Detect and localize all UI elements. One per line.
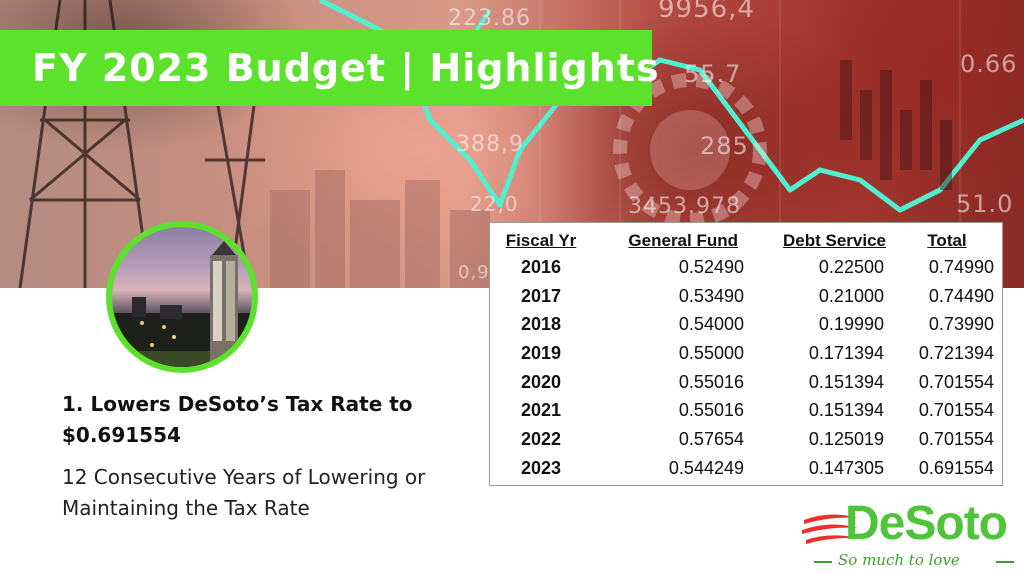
- bg-number: 55.7: [684, 60, 742, 88]
- cell-general-fund: 0.57654: [678, 428, 744, 449]
- header-general-fund: General Fund: [628, 231, 738, 250]
- cell-debt-service: 0.125019: [808, 428, 884, 449]
- cell-total: 0.701554: [918, 400, 994, 421]
- cell-year: 2017: [520, 285, 562, 306]
- cell-total: 0.701554: [918, 428, 994, 449]
- tagline-dash-left: [814, 561, 832, 563]
- finance-collage-graphic: [0, 0, 1024, 288]
- tax-rate-table: Fiscal Yr General Fund Debt Service Tota…: [489, 222, 1003, 486]
- cell-year: 2018: [520, 314, 562, 335]
- table-header-row: Fiscal Yr General Fund Debt Service Tota…: [490, 229, 1002, 253]
- tax-rate-grid: Fiscal Yr General Fund Debt Service Tota…: [490, 229, 1002, 483]
- header-total: Total: [927, 231, 967, 250]
- cell-total: 0.74490: [928, 285, 994, 306]
- cell-debt-service: 0.147305: [808, 457, 884, 478]
- bg-number: 9956,4: [658, 0, 755, 24]
- bg-number: 51.0: [956, 190, 1014, 218]
- bg-number: 22,0: [470, 192, 519, 216]
- cell-general-fund: 0.52490: [678, 256, 744, 277]
- title-banner: FY 2023 Budget | Highlights: [0, 30, 659, 106]
- header-fiscal-year: Fiscal Yr: [505, 231, 577, 250]
- bg-number: 223.86: [448, 6, 531, 31]
- bg-number: 285: [700, 132, 749, 160]
- cell-general-fund: 0.544249: [668, 457, 744, 478]
- cell-general-fund: 0.53490: [678, 285, 744, 306]
- highlight-heading: 1. Lowers DeSoto’s Tax Rate to $0.691554: [62, 392, 413, 447]
- page-title: FY 2023 Budget | Highlights: [32, 46, 660, 90]
- bg-number: 388,9: [456, 132, 524, 157]
- cell-general-fund: 0.55016: [678, 400, 744, 421]
- cell-debt-service: 0.22500: [818, 256, 884, 277]
- table-row: 2017 0.53490 0.21000 0.74490: [490, 282, 1002, 311]
- cell-debt-service: 0.171394: [808, 342, 884, 363]
- table-row: 2018 0.54000 0.19990 0.73990: [490, 310, 1002, 339]
- logo-wordmark: DeSoto: [845, 497, 1008, 550]
- cell-debt-service: 0.151394: [808, 400, 884, 421]
- cell-total: 0.74990: [928, 256, 994, 277]
- table-row: 2021 0.55016 0.151394 0.701554: [490, 396, 1002, 425]
- cell-total: 0.721394: [918, 342, 994, 363]
- logo-swoosh-icon: [802, 514, 858, 544]
- cell-general-fund: 0.55000: [678, 342, 744, 363]
- cell-total: 0.73990: [928, 314, 994, 335]
- bg-number: 3453.978: [628, 194, 741, 219]
- table-row: 2016 0.52490 0.22500 0.74990: [490, 253, 1002, 282]
- cell-year: 2022: [520, 428, 562, 449]
- cell-year: 2016: [520, 256, 562, 277]
- desoto-logo: DeSoto So much to love: [800, 496, 1024, 576]
- cell-total: 0.691554: [918, 457, 994, 478]
- cell-debt-service: 0.19990: [818, 314, 884, 335]
- cell-year: 2023: [520, 457, 562, 478]
- cell-debt-service: 0.21000: [818, 285, 884, 306]
- cell-total: 0.701554: [918, 371, 994, 392]
- cell-year: 2020: [520, 371, 562, 392]
- table-row: 2019 0.55000 0.171394 0.721394: [490, 339, 1002, 368]
- bg-number: 0.66: [960, 50, 1018, 78]
- cell-general-fund: 0.55016: [678, 371, 744, 392]
- logo-tagline: So much to love: [838, 551, 960, 569]
- table-row: 2023 0.544249 0.147305 0.691554: [490, 454, 1002, 483]
- cell-year: 2019: [520, 342, 562, 363]
- cell-general-fund: 0.54000: [678, 314, 744, 335]
- header-debt-service: Debt Service: [783, 231, 886, 250]
- cell-debt-service: 0.151394: [808, 371, 884, 392]
- table-row: 2020 0.55016 0.151394 0.701554: [490, 368, 1002, 397]
- cell-year: 2021: [520, 400, 562, 421]
- table-row: 2022 0.57654 0.125019 0.701554: [490, 425, 1002, 454]
- highlight-detail: 12 Consecutive Years of Lowering or Main…: [62, 465, 426, 520]
- city-tower-photo: [106, 221, 258, 373]
- tagline-dash-right: [996, 561, 1014, 563]
